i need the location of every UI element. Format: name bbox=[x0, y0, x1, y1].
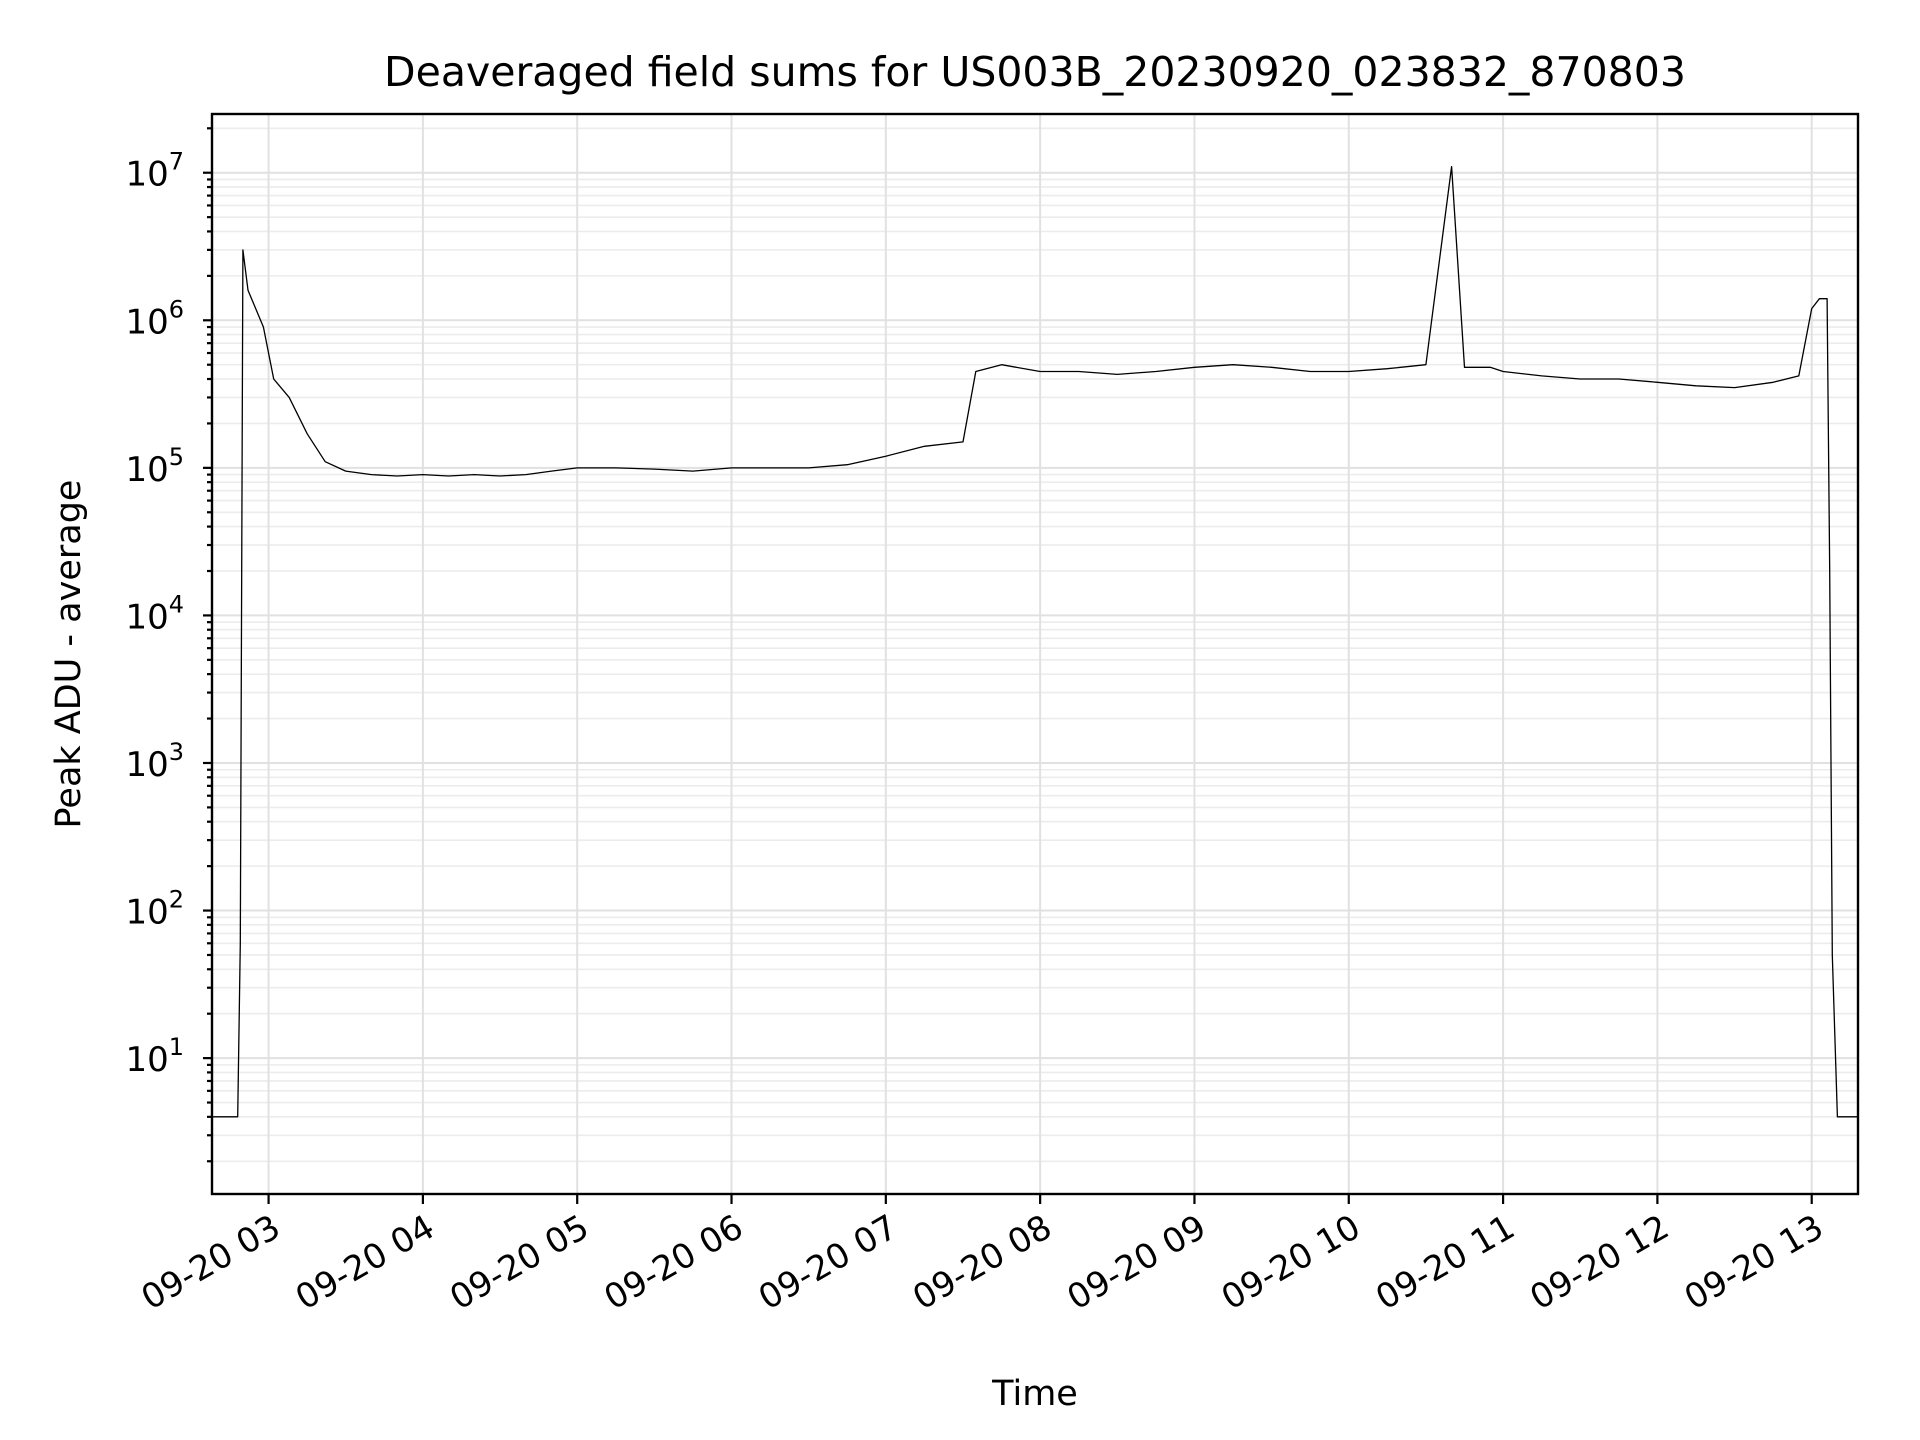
chart-title: Deaveraged field sums for US003B_2023092… bbox=[384, 48, 1686, 96]
y-tick-label: 105 bbox=[125, 443, 184, 490]
y-tick-label: 104 bbox=[125, 590, 184, 637]
x-tick-label: 09-20 08 bbox=[906, 1207, 1058, 1318]
x-tick-label: 09-20 10 bbox=[1215, 1207, 1367, 1318]
x-tick-label: 09-20 05 bbox=[443, 1207, 595, 1318]
y-tick-label: 103 bbox=[125, 738, 184, 785]
x-tick-label: 09-20 07 bbox=[752, 1207, 904, 1318]
series-layer bbox=[212, 165, 1858, 1118]
x-tick-label: 09-20 13 bbox=[1678, 1207, 1830, 1318]
y-axis-label: Peak ADU - average bbox=[49, 480, 89, 829]
plot-frame bbox=[210, 112, 1860, 1196]
x-tick-label: 09-20 12 bbox=[1524, 1207, 1676, 1318]
x-axis: 09-20 03 09-20 04 09-20 05 09-20 06 09-20 07… bbox=[135, 1194, 1830, 1318]
series-line bbox=[212, 165, 1858, 1118]
x-tick-label: 09-20 04 bbox=[289, 1207, 441, 1318]
x-tick-label: 09-20 09 bbox=[1061, 1207, 1213, 1318]
x-tick-label: 09-20 06 bbox=[598, 1207, 750, 1318]
grid-lines bbox=[212, 114, 1858, 1194]
y-axis: 101 102 103 104 105 106 107 bbox=[125, 127, 212, 1163]
y-tick-label: 106 bbox=[125, 295, 184, 342]
y-tick-label: 107 bbox=[125, 148, 184, 195]
y-tick-label: 102 bbox=[125, 886, 184, 933]
y-tick-label: 101 bbox=[125, 1033, 184, 1080]
x-axis-label: Time bbox=[991, 1374, 1078, 1414]
x-tick-label: 09-20 03 bbox=[135, 1207, 287, 1318]
x-tick-label: 09-20 11 bbox=[1369, 1207, 1521, 1318]
